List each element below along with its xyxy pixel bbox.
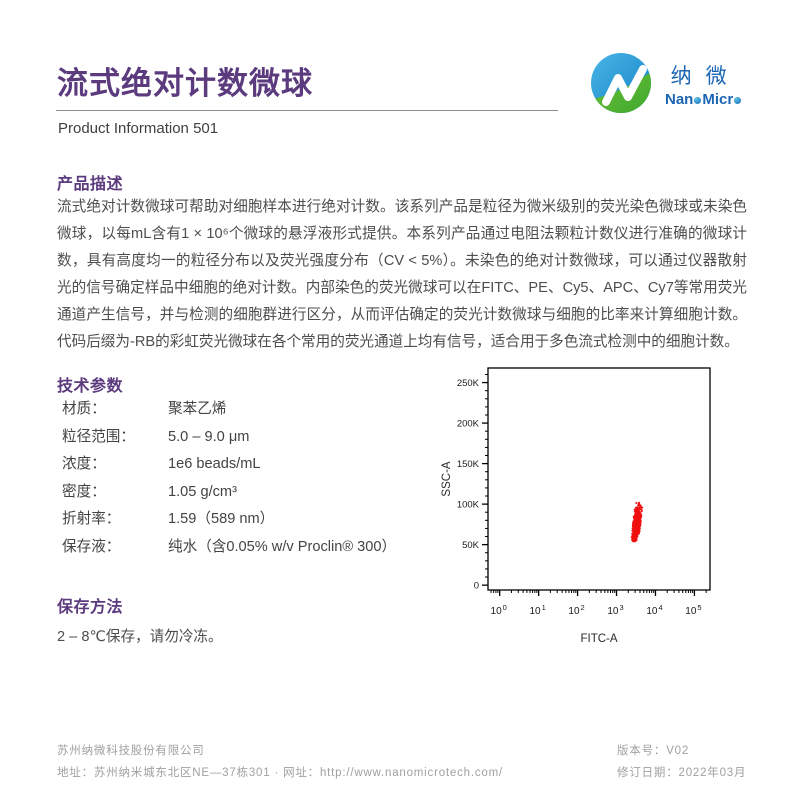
footer-company-block: 苏州纳微科技股份有限公司 地址：苏州纳米城东北区NE—37栋301 · 网址：h… [57, 740, 503, 784]
svg-text:150K: 150K [457, 459, 480, 470]
section-heading-storage: 保存方法 [57, 599, 124, 616]
parameter-row: 保存液： 纯水（含0.05% w/v Proclin® 300） [62, 539, 422, 556]
parameter-row: 材质： 聚苯乙烯 [62, 401, 422, 418]
parameter-value: 1.05 g/cm³ [168, 483, 237, 500]
parameters-table: 材质： 聚苯乙烯 粒径范围： 5.0 – 9.0 μm 浓度： 1e6 bead… [62, 401, 422, 566]
svg-text:100K: 100K [457, 500, 480, 511]
footer-version-block: 版本号：V02 修订日期：2022年03月 [617, 740, 746, 784]
svg-text:105: 105 [685, 603, 701, 617]
nanomicro-logo-icon [591, 53, 651, 113]
product-info-number: Product Information 501 [58, 120, 219, 137]
storage-instructions: 2 – 8℃保存，请勿冷冻。 [57, 629, 223, 645]
title-divider [56, 110, 558, 111]
parameter-row: 粒径范围： 5.0 – 9.0 μm [62, 429, 422, 446]
parameter-label: 保存液： [62, 538, 121, 555]
parameter-row: 折射率： 1.59（589 nm） [62, 511, 422, 528]
logo-english-name: Nan Micr [665, 92, 742, 107]
parameter-value: 1e6 beads/mL [168, 456, 261, 472]
svg-text:FITC-A: FITC-A [580, 633, 617, 645]
logo-chinese-name: 纳微 [670, 64, 741, 88]
section-heading-description: 产品描述 [57, 176, 124, 193]
svg-text:104: 104 [646, 603, 662, 617]
logo-en-part2: Micr [702, 90, 734, 108]
page-title: 流式绝对计数微球 [57, 66, 313, 101]
parameter-value: 纯水（含0.05% w/v Proclin® 300） [168, 538, 397, 555]
parameter-value: 5.0 – 9.0 μm [168, 428, 250, 445]
logo-dot-icon [694, 96, 702, 104]
logo-dot-icon [734, 96, 742, 104]
parameter-value: 聚苯乙烯 [168, 401, 227, 417]
parameter-label: 材质： [62, 401, 106, 417]
svg-text:101: 101 [529, 603, 545, 617]
parameter-label: 密度： [62, 483, 106, 500]
description-paragraph: 流式绝对计数微球可帮助对细胞样本进行绝对计数。该系列产品是粒径为微米级别的荧光染… [57, 199, 747, 350]
svg-text:103: 103 [607, 603, 623, 617]
svg-text:50K: 50K [462, 540, 480, 551]
revision-date: 修订日期：2022年03月 [617, 767, 747, 779]
parameter-label: 粒径范围： [62, 428, 135, 445]
section-heading-parameters: 技术参数 [57, 378, 124, 395]
parameter-label: 浓度： [62, 456, 106, 472]
parameter-row: 浓度： 1e6 beads/mL [62, 456, 422, 473]
scatter-plot-svg: 0 50K 100K 150K 200K 250K 100 101 102 103 104 105 FI… [441, 367, 711, 645]
nanomicro-logo: 纳微 Nan Micr [590, 52, 742, 114]
svg-text:0: 0 [474, 581, 479, 592]
company-name: 苏州纳微科技股份有限公司 [57, 745, 205, 757]
svg-text:250K: 250K [457, 378, 480, 389]
svg-text:200K: 200K [457, 419, 480, 430]
flow-cytometry-scatter-plot: 0 50K 100K 150K 200K 250K 100 101 102 103 104 105 FI… [430, 358, 740, 650]
company-address-url: 地址：苏州纳米城东北区NE—37栋301 · 网址：http://www.nan… [57, 767, 503, 779]
svg-text:SSC-A: SSC-A [441, 461, 453, 496]
version-number: 版本号：V02 [617, 745, 690, 757]
svg-text:100: 100 [491, 603, 507, 617]
parameter-value: 1.59（589 nm） [168, 511, 275, 527]
svg-text:102: 102 [568, 603, 584, 617]
parameter-label: 折射率： [62, 511, 121, 527]
parameter-row: 密度： 1.05 g/cm³ [62, 484, 422, 501]
logo-wordmark: 纳微 Nan Micr [665, 60, 742, 107]
logo-en-part1: Nan [665, 90, 694, 108]
